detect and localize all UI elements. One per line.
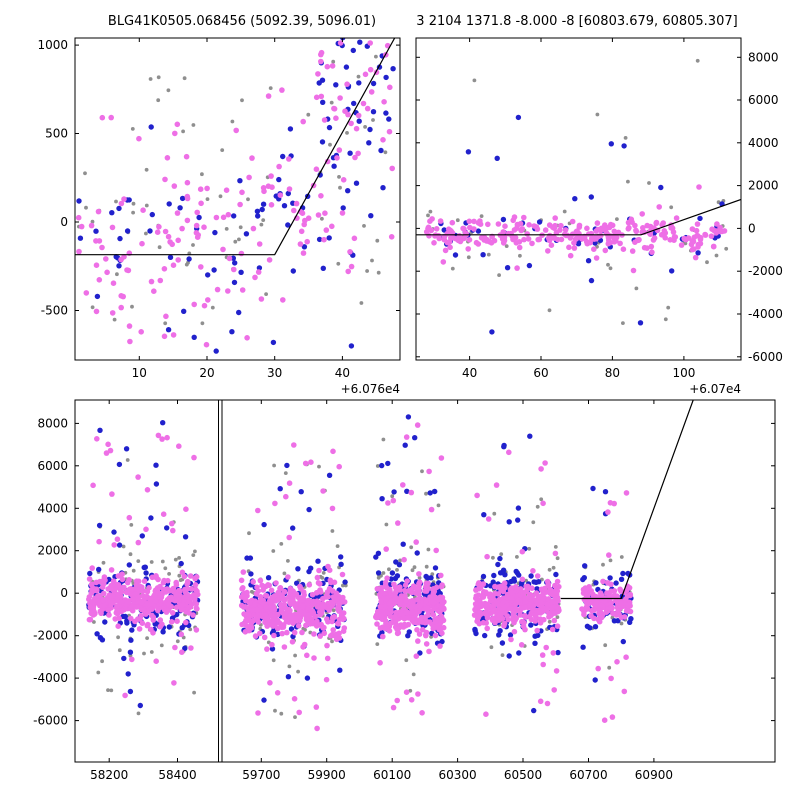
x-tick-label: 30	[267, 366, 282, 380]
scatter-points	[86, 400, 694, 732]
x-tick-label: 58400	[158, 768, 196, 782]
x-axis-offset-label: +6.076e4	[341, 382, 400, 396]
axes-frame	[74, 399, 776, 763]
y-tick-label: 4000	[748, 136, 779, 150]
x-tick-label: 10	[132, 366, 147, 380]
y-tick-label: -500	[41, 304, 68, 318]
x-tick-label: 20	[199, 366, 214, 380]
x-tick-label: 60	[533, 366, 548, 380]
model-line	[560, 400, 694, 600]
x-tick-label: 60300	[439, 768, 477, 782]
panel-top-left-scatter: 10 20 30 40 1000 500 0 -500 +6.076e4	[37, 37, 401, 396]
panel-top-right-scatter: 40 60 80 100 8000 6000 4000 2000 0 -2000 -4000 -600…	[415, 37, 783, 396]
x-tick-label: 59900	[308, 768, 346, 782]
scatter-points	[75, 38, 396, 354]
y-tick-label: -6000	[33, 714, 68, 728]
y-tick-label: 8000	[748, 50, 779, 64]
y-tick-label: 0	[60, 586, 68, 600]
y-tick-label: 0	[748, 221, 756, 235]
x-tick-label: 40	[335, 366, 350, 380]
x-tick-label: 58200	[90, 768, 128, 782]
x-axis-offset-label: +6.07e4	[689, 382, 741, 396]
x-tick-label: 60900	[635, 768, 673, 782]
x-tick-label: 59700	[242, 768, 280, 782]
y-tick-label: 0	[60, 215, 68, 229]
x-tick-label: 80	[605, 366, 620, 380]
y-tick-label: -2000	[748, 264, 783, 278]
y-tick-label: 500	[45, 127, 68, 141]
y-tick-label: -6000	[748, 350, 783, 364]
y-tick-label: 1000	[37, 38, 68, 52]
x-tick-label: 60100	[373, 768, 411, 782]
x-tick-label: 60500	[504, 768, 542, 782]
axes-frame	[74, 37, 401, 361]
x-tick-label: 60700	[569, 768, 607, 782]
y-tick-label: 6000	[748, 93, 779, 107]
scatter-points	[416, 58, 741, 335]
y-tick-label: 6000	[37, 459, 68, 473]
model-line	[416, 198, 741, 236]
y-tick-label: 8000	[37, 416, 68, 430]
y-tick-label: -4000	[33, 671, 68, 685]
x-tick-label: 40	[462, 366, 477, 380]
panel-bottom-scatter: 58200 58400 59700 59900 60100 60300 60500 60700…	[33, 399, 776, 782]
figure-title-object: BLG41K0505.068456 (5092.39, 5096.01)	[107, 14, 377, 29]
y-tick-label: -2000	[33, 629, 68, 643]
figure-title-fit-params: 3 2104 1371.8 -8.000 -8 [60803.679, 6080…	[416, 14, 738, 29]
model-line	[75, 38, 396, 256]
x-tick-label: 100	[672, 366, 695, 380]
axes-frame	[415, 37, 742, 361]
y-tick-label: -4000	[748, 307, 783, 321]
y-tick-label: 4000	[37, 501, 68, 515]
y-tick-label: 2000	[37, 544, 68, 558]
y-tick-label: 2000	[748, 179, 779, 193]
